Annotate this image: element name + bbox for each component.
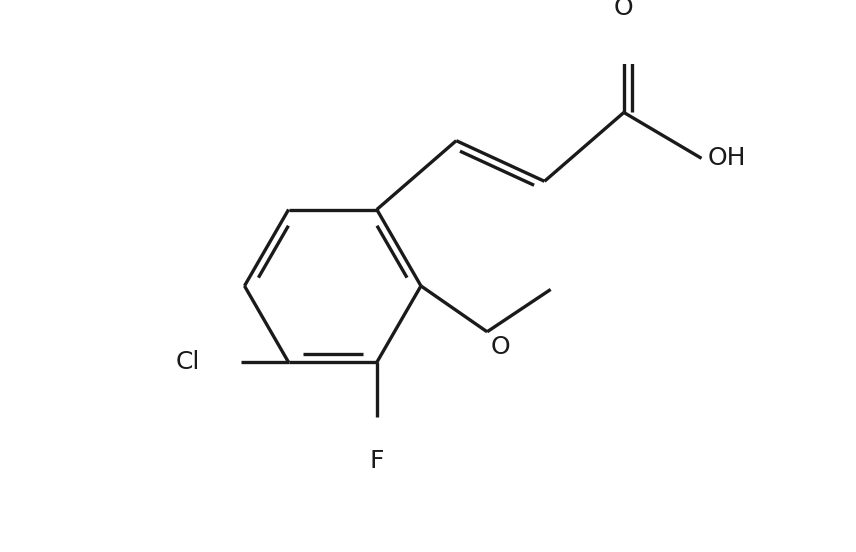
Text: OH: OH [708,146,746,171]
Text: O: O [490,335,510,359]
Text: O: O [614,0,633,20]
Text: F: F [370,449,384,473]
Text: Cl: Cl [176,351,200,374]
